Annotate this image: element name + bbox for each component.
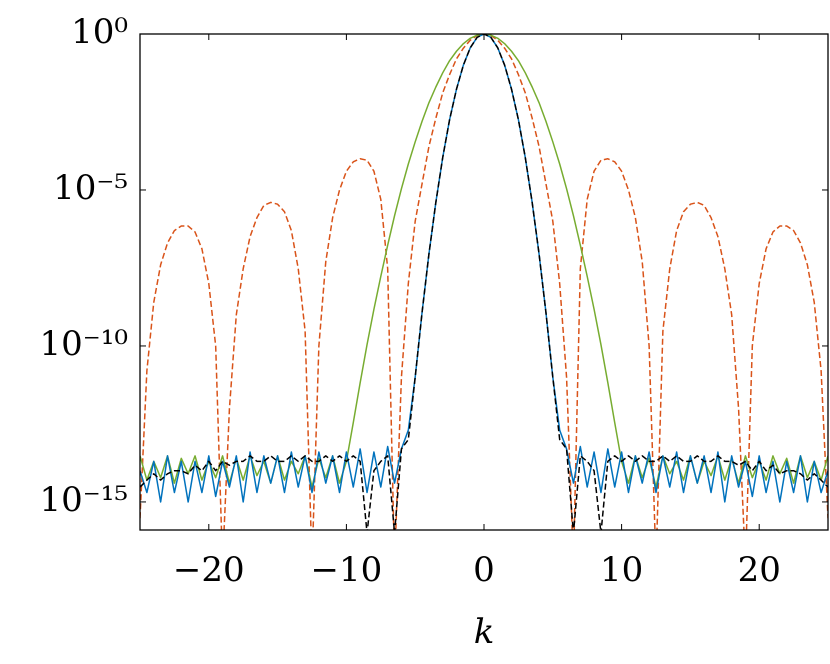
y-tick-label: 10⁻¹⁰ (40, 324, 128, 364)
plot-lines (140, 34, 828, 530)
y-tick-label: 10⁻⁵ (53, 168, 128, 208)
series-line (140, 34, 828, 530)
y-tick-label: 10⁻¹⁵ (40, 480, 128, 520)
series-line (140, 34, 828, 488)
x-axis-label: k (474, 612, 495, 652)
series-line (140, 34, 828, 503)
x-tick-label: 0 (473, 550, 495, 590)
x-tick-label: 20 (738, 550, 781, 590)
x-tick-label: −20 (173, 550, 245, 590)
plot-frame (139, 33, 829, 531)
x-tick-label: 10 (600, 550, 643, 590)
x-tick-label: −10 (311, 550, 383, 590)
y-tick-label: 10⁰ (71, 12, 128, 52)
series-line (140, 34, 828, 530)
